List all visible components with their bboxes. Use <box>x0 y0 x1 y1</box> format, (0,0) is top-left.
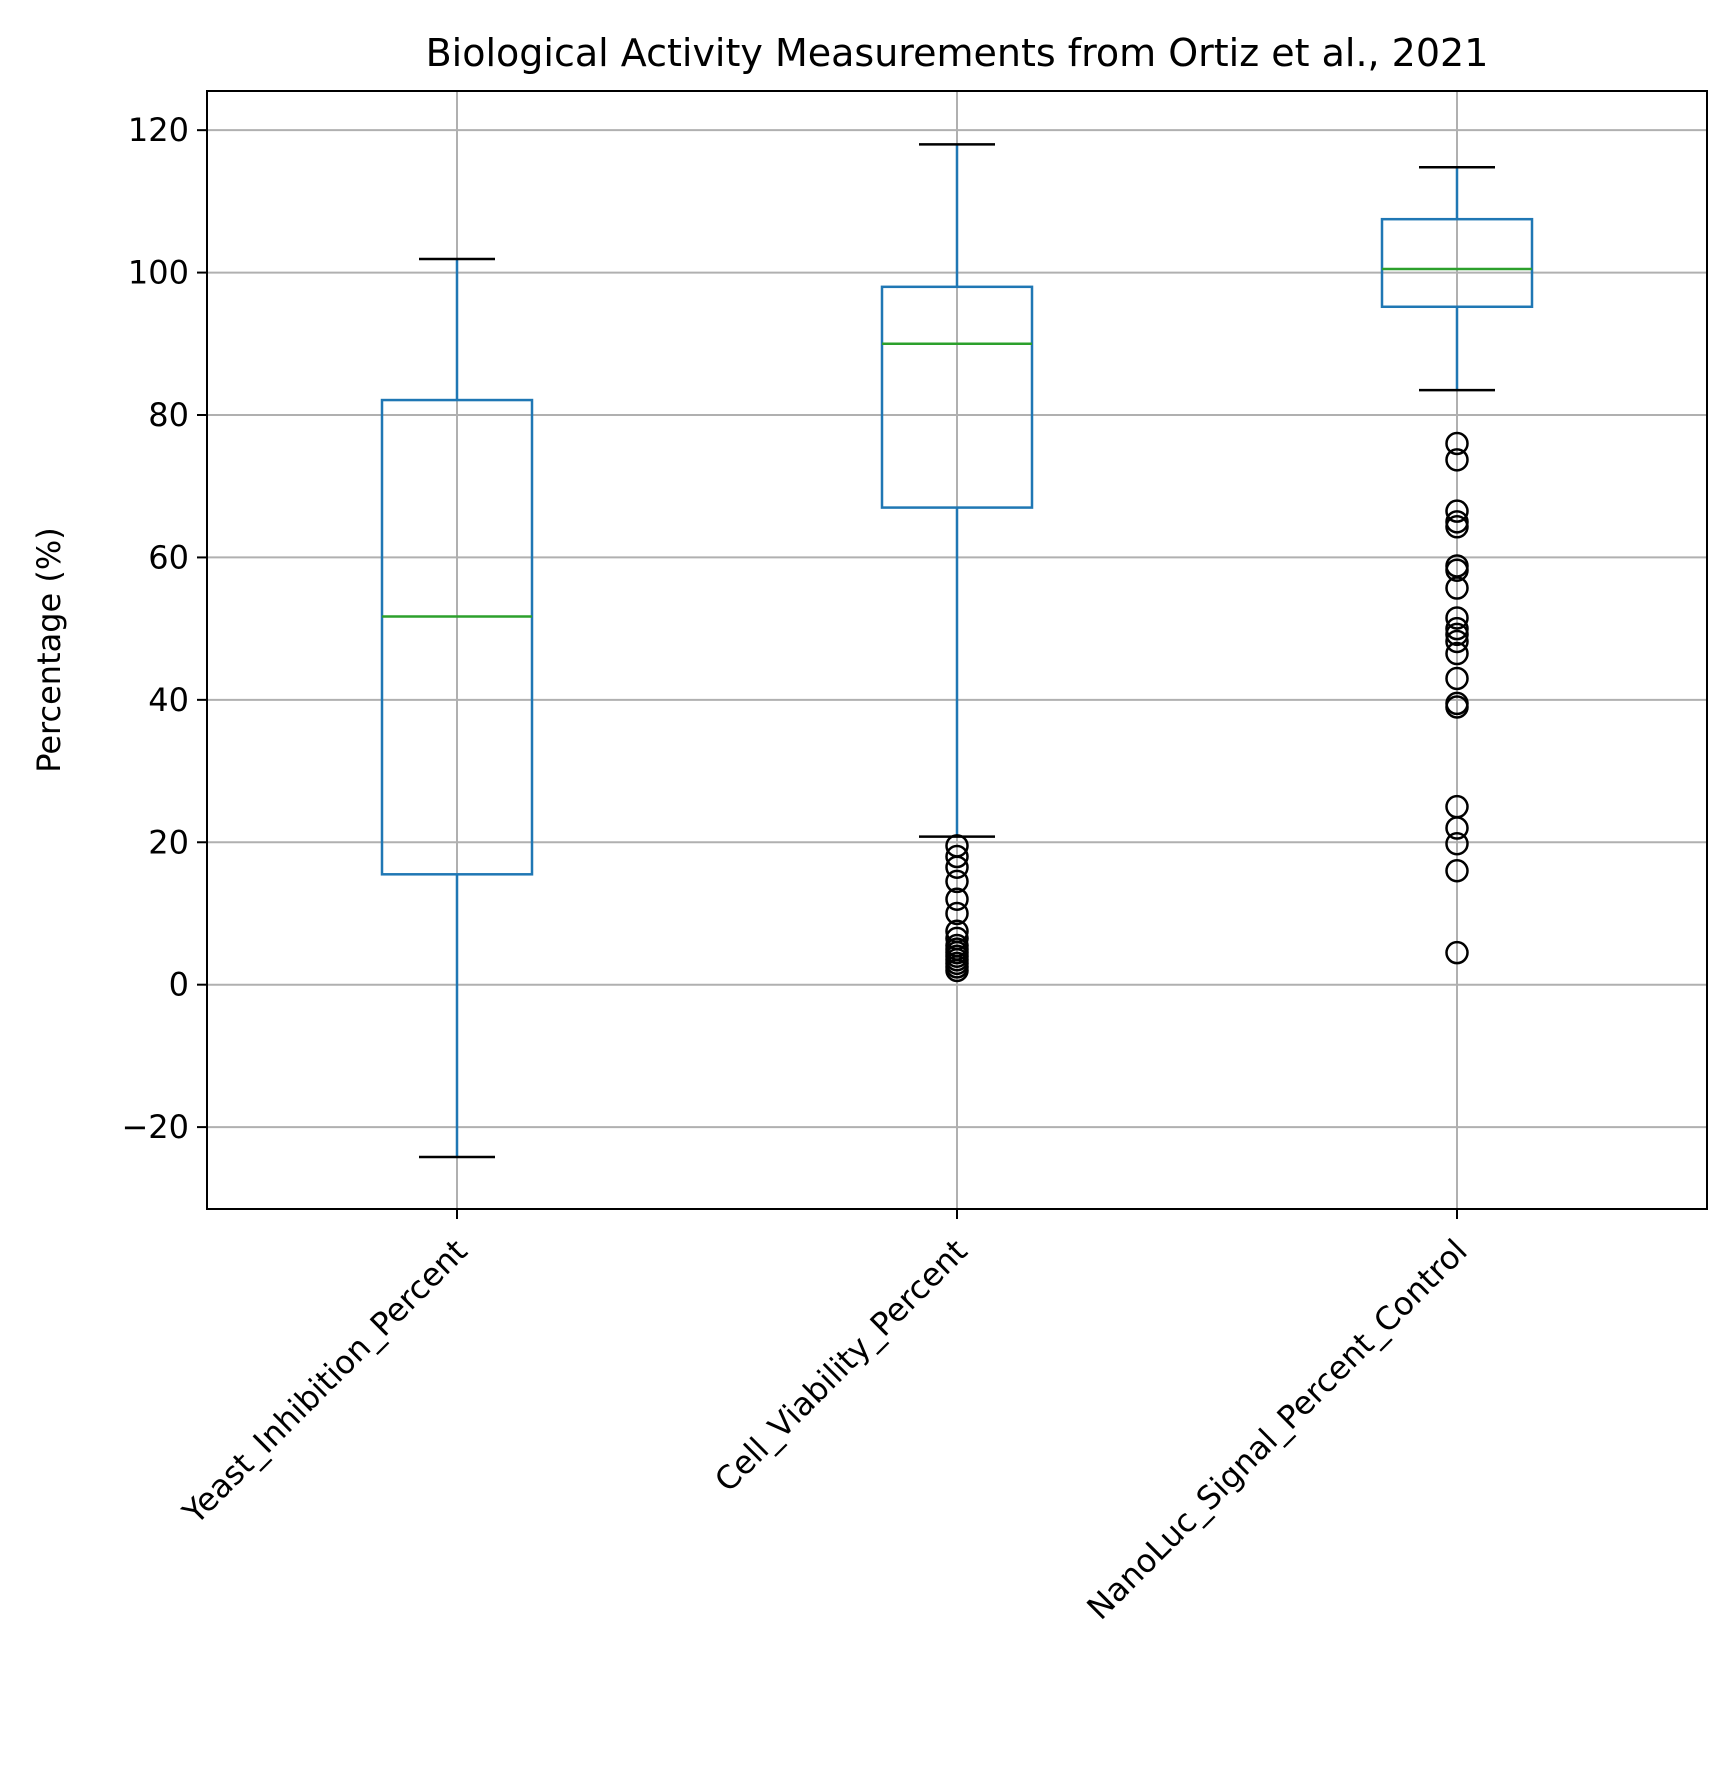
outlier-point <box>1445 558 1469 582</box>
outlier-point <box>1445 606 1469 630</box>
outlier-point <box>945 844 969 869</box>
y-tick-label: 120 <box>128 111 189 149</box>
y-tick-label: 60 <box>148 538 189 576</box>
outlier-point <box>1445 448 1469 472</box>
outlier-point <box>1445 499 1469 523</box>
y-axis-label: Percentage (%) <box>30 527 68 773</box>
y-tick-label: 100 <box>128 254 189 292</box>
outlier-point <box>945 869 969 894</box>
outlier-point <box>1445 859 1469 883</box>
box-series <box>380 143 1534 1159</box>
outlier-point <box>1445 616 1469 641</box>
outlier-point <box>1445 629 1469 654</box>
outlier-point <box>1445 831 1469 856</box>
chart-title: Biological Activity Measurements from Or… <box>426 31 1489 75</box>
y-tick-label: 40 <box>148 681 189 719</box>
iqr-box <box>1380 217 1534 309</box>
outlier-point <box>1445 515 1469 539</box>
outlier-point <box>945 855 969 879</box>
y-axis-ticks: −20 0 20 40 60 80 100 120 <box>121 111 207 1146</box>
box-group <box>1380 165 1534 965</box>
iqr-box <box>380 398 534 876</box>
box-group <box>380 257 534 1159</box>
outlier-point <box>1445 816 1469 840</box>
outlier-point <box>1445 666 1469 691</box>
y-tick-label: 20 <box>148 823 189 861</box>
outlier-point <box>1445 576 1469 600</box>
y-tick-label: 0 <box>169 966 189 1004</box>
y-tick-label: −20 <box>121 1108 189 1146</box>
outlier-point <box>945 887 969 911</box>
box-group <box>880 143 1034 983</box>
outlier-point <box>945 958 969 983</box>
outlier-point <box>1445 695 1469 719</box>
outlier-point <box>1445 622 1469 647</box>
outlier-point <box>1445 940 1469 965</box>
outlier-point <box>1445 431 1469 456</box>
outlier-point <box>945 901 969 926</box>
y-tick-label: 80 <box>148 396 189 434</box>
iqr-box <box>880 285 1034 509</box>
outlier-point <box>1445 641 1469 666</box>
